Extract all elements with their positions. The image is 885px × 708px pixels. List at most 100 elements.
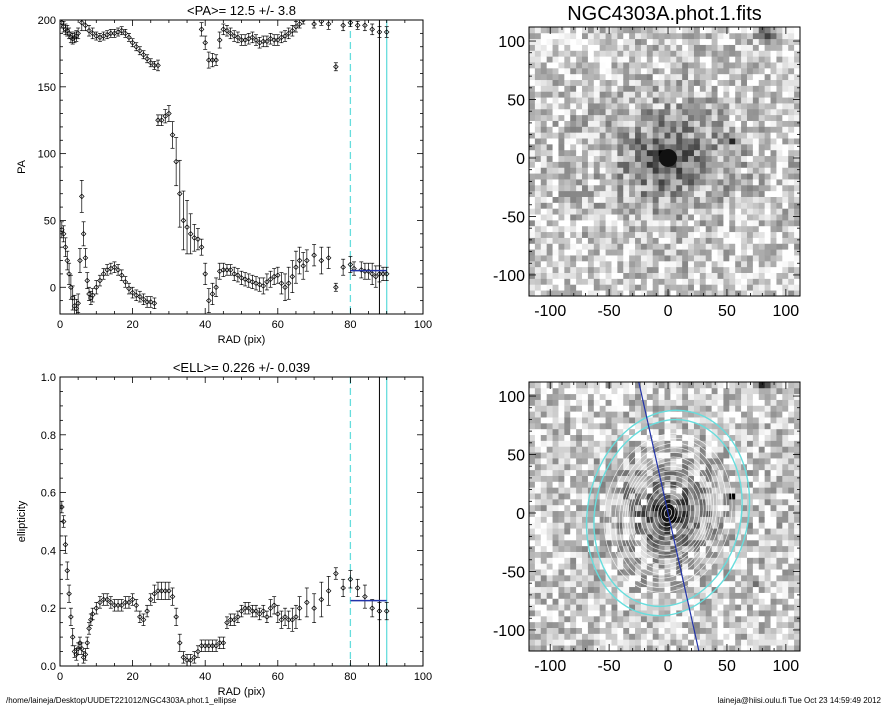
pa-point: [140, 51, 147, 58]
img1-pixel: [693, 149, 701, 157]
img2-pixel: [552, 469, 559, 476]
img1-pixel: [746, 155, 754, 162]
img2-pixel: [670, 574, 677, 582]
img1-pixel: [629, 225, 636, 233]
img1-pixel: [635, 214, 642, 221]
img1-pixel: [652, 190, 660, 197]
img1-y-tick-label: -50: [502, 209, 525, 226]
img1-pixel: [670, 219, 677, 227]
img2-pixel: [558, 422, 565, 430]
img2-pixel: [693, 615, 701, 623]
img2-pixel: [617, 382, 624, 389]
img1-pixel: [688, 202, 695, 209]
img1-pixel: [788, 108, 795, 116]
img1-pixel: [752, 67, 760, 75]
img2-pixel: [682, 469, 689, 476]
img1-pixel: [688, 179, 695, 186]
img1-pixel: [758, 32, 766, 40]
img1-pixel: [770, 38, 777, 45]
img1-pixel: [564, 290, 571, 296]
img1-pixel: [599, 73, 606, 81]
img1-pixel: [552, 190, 559, 197]
img2-pixel: [529, 417, 536, 424]
img2-pixel: [693, 475, 701, 482]
img1-pixel: [570, 278, 577, 285]
img2-pixel: [682, 610, 689, 617]
img2-pixel: [723, 422, 730, 430]
img2-pixel: [617, 463, 624, 471]
img2-pixel: [705, 446, 713, 453]
img1-pixel: [640, 161, 648, 168]
img1-pixel: [741, 85, 748, 92]
img2-pixel: [652, 493, 660, 500]
img2-pixel: [576, 428, 583, 436]
img1-pixel: [758, 255, 766, 262]
img1-pixel: [711, 284, 718, 291]
img2-pixel: [540, 615, 548, 623]
img2-pixel: [723, 405, 730, 412]
img1-pixel: [593, 266, 601, 274]
img1-pixel: [693, 143, 701, 151]
img2-pixel: [558, 387, 565, 395]
img1-pixel: [776, 284, 783, 291]
img1-pixel: [652, 284, 660, 291]
img2-pixel: [599, 539, 606, 547]
img2-pixel: [587, 516, 595, 523]
ell-point: [147, 596, 154, 603]
img1-pixel: [788, 161, 795, 168]
img1-pixel: [711, 225, 718, 233]
img2-pixel: [717, 633, 724, 640]
img1-pixel: [652, 138, 660, 145]
img1-pixel: [693, 290, 701, 296]
img2-pixel: [623, 621, 630, 629]
img2-pixel: [582, 563, 589, 570]
img1-pixel: [564, 97, 571, 104]
img1-pixel: [729, 260, 736, 268]
img1-pixel: [623, 179, 630, 186]
img2-pixel: [558, 545, 565, 552]
pa-point: [300, 20, 307, 23]
img1-pixel: [729, 91, 736, 98]
img1-pixel: [540, 85, 548, 92]
img1-pixel: [552, 79, 559, 86]
img2-pixel: [693, 592, 701, 599]
img1-pixel: [693, 219, 701, 227]
img1-pixel: [599, 132, 606, 139]
img1-pixel: [652, 272, 660, 279]
img2-pixel: [576, 539, 583, 547]
img1-pixel: [723, 73, 730, 81]
img2-pixel: [658, 645, 665, 651]
img2-pixel: [534, 592, 542, 599]
img1-pixel: [646, 62, 654, 69]
img1-pixel: [782, 173, 789, 180]
img2-pixel: [546, 393, 553, 400]
img2-pixel: [717, 440, 724, 447]
img2-pixel: [635, 481, 642, 488]
img1-pixel: [652, 173, 660, 180]
pa-point: [155, 117, 161, 124]
img1-pixel: [623, 67, 630, 75]
img1-pixel: [599, 138, 606, 145]
img2-pixel: [617, 633, 624, 640]
img1-pixel: [558, 50, 565, 57]
img1-pixel: [664, 249, 671, 256]
img1-pixel: [682, 190, 689, 197]
pa-point: [318, 257, 325, 264]
img1-pixel: [682, 114, 689, 121]
img2-pixel: [693, 580, 701, 588]
img1-pixel: [699, 167, 707, 174]
img2-pixel: [564, 592, 571, 599]
img1-pixel: [693, 62, 701, 69]
img1-pixel: [540, 190, 548, 197]
img1-pixel: [582, 202, 589, 209]
img1-pixel: [658, 143, 665, 151]
img2-pixel: [587, 405, 595, 412]
img2-pixel: [635, 627, 642, 634]
img1-pixel: [558, 243, 565, 250]
img1-pixel: [599, 231, 606, 238]
img1-pixel: [552, 237, 559, 244]
img1-pixel: [570, 284, 577, 291]
img1-pixel: [717, 214, 724, 221]
pa-x-tick-label: 60: [272, 319, 284, 331]
img1-pixel: [699, 44, 707, 51]
